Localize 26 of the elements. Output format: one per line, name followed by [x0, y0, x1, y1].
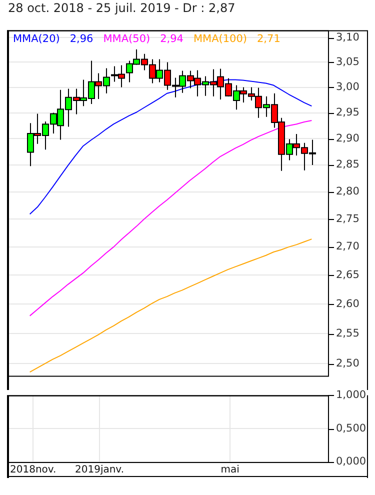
- annotation: 2,94: [160, 33, 184, 46]
- y-tick-label: 2,95: [336, 106, 360, 118]
- y-tick-label: 3,00: [336, 81, 360, 94]
- text: MMA(50): [103, 33, 150, 46]
- y-tick-label: 2,65: [336, 268, 360, 281]
- y-tick-label: 2,85: [336, 158, 360, 171]
- x-tick-label: mai: [220, 464, 240, 476]
- y-tick-label: 1,000: [336, 389, 366, 402]
- y-tick-label: 2,60: [336, 298, 360, 310]
- y-tick-label: 2,55: [336, 327, 360, 340]
- y-tick-label: 3,05: [336, 56, 360, 68]
- text: MMA(100): [193, 33, 248, 46]
- annotation: 2,71: [257, 33, 280, 46]
- chart-title: 28 oct. 2018 - 25 juil. 2019 - Dr : 2,87: [8, 1, 236, 15]
- y-tick-label: 2,50: [336, 357, 360, 370]
- y-tick-label: 2,75: [336, 212, 360, 225]
- annotation: 2,96: [70, 33, 94, 46]
- y-tick-label: 2,70: [336, 240, 360, 253]
- y-tick-label: 2,80: [336, 186, 360, 198]
- x-tick-label: 2019janv.: [74, 464, 124, 476]
- y-tick-label: 2,90: [336, 132, 360, 144]
- y-tick-label: 0,000: [336, 456, 366, 468]
- text: MMA(20): [13, 33, 60, 46]
- y-tick-label: 0,500: [336, 422, 366, 434]
- y-tick-label: 3,10: [336, 31, 360, 44]
- x-tick-label: 2018nov.: [10, 464, 56, 476]
